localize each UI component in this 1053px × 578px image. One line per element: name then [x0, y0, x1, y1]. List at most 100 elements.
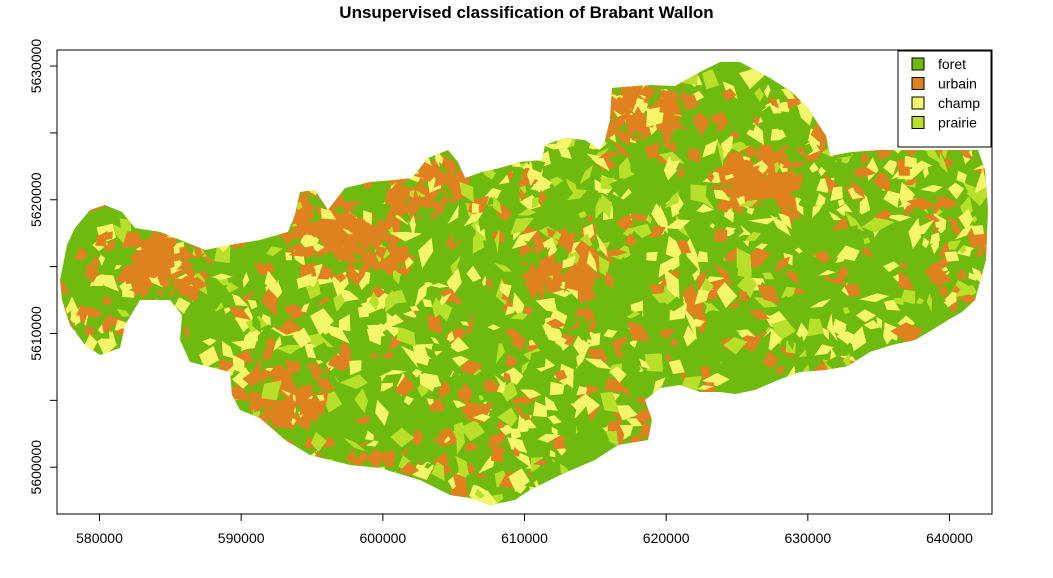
land-parcel — [972, 160, 988, 171]
land-parcel — [99, 76, 122, 91]
land-parcel — [959, 336, 969, 350]
land-parcel — [854, 368, 870, 387]
x-tick-label: 640000 — [926, 530, 973, 546]
land-parcel — [704, 424, 719, 438]
land-parcel — [609, 177, 630, 199]
land-parcel — [922, 478, 942, 502]
land-parcel — [552, 289, 572, 298]
land-parcel — [874, 376, 885, 382]
land-parcel — [124, 185, 136, 202]
land-parcel — [475, 379, 485, 392]
land-parcel — [927, 370, 960, 382]
land-parcel — [857, 62, 875, 68]
land-parcel — [404, 449, 417, 456]
land-parcel — [102, 312, 112, 337]
land-parcel — [847, 62, 867, 72]
land-parcel — [305, 167, 320, 176]
land-parcel — [662, 105, 676, 114]
land-parcel — [384, 450, 396, 467]
land-parcel — [622, 355, 642, 379]
land-parcel — [325, 474, 340, 484]
land-parcel — [144, 468, 163, 487]
land-parcel — [642, 62, 655, 67]
land-parcel — [809, 298, 832, 308]
land-parcel — [985, 169, 988, 181]
land-parcel — [78, 306, 104, 318]
land-parcel — [412, 206, 438, 217]
land-parcel — [300, 173, 313, 182]
land-parcel — [199, 201, 211, 224]
land-parcel — [134, 291, 142, 307]
land-parcel — [211, 113, 228, 130]
land-parcel — [91, 66, 105, 76]
land-parcel — [60, 207, 68, 222]
land-parcel — [650, 149, 670, 165]
land-parcel — [828, 422, 844, 443]
land-parcel — [746, 207, 755, 215]
land-parcel — [770, 476, 785, 489]
land-parcel — [328, 443, 344, 460]
land-parcel — [74, 137, 82, 145]
land-parcel — [195, 134, 209, 149]
land-parcel — [344, 200, 364, 208]
land-parcel — [846, 130, 877, 148]
land-parcel — [345, 239, 353, 261]
land-parcel — [669, 505, 677, 514]
land-parcel — [743, 138, 752, 147]
land-parcel — [70, 474, 87, 497]
land-parcel — [823, 460, 855, 481]
land-parcel — [60, 484, 80, 498]
land-parcel — [455, 62, 476, 81]
land-parcel — [380, 116, 398, 127]
land-parcel — [306, 192, 328, 210]
land-parcel — [690, 318, 705, 327]
land-parcel — [832, 397, 846, 412]
land-parcel — [451, 62, 470, 69]
land-parcel — [849, 178, 866, 199]
land-parcel — [882, 430, 901, 446]
land-parcel — [165, 193, 179, 200]
land-parcel — [976, 442, 988, 453]
land-parcel — [977, 319, 988, 339]
land-parcel — [278, 107, 291, 118]
land-parcel — [970, 416, 981, 430]
land-parcel — [410, 268, 434, 279]
land-parcel — [873, 209, 892, 220]
land-parcel — [721, 133, 734, 160]
land-parcel — [929, 401, 937, 411]
land-parcel — [449, 336, 470, 353]
land-parcel — [679, 387, 695, 403]
land-parcel — [737, 480, 749, 495]
land-parcel — [886, 455, 913, 469]
land-parcel — [440, 119, 460, 141]
land-parcel — [135, 149, 164, 166]
land-parcel — [535, 297, 558, 313]
land-parcel — [339, 156, 350, 170]
land-parcel — [586, 79, 597, 98]
land-parcel — [392, 268, 401, 285]
land-parcel — [544, 396, 558, 411]
land-parcel — [356, 165, 371, 175]
land-parcel — [100, 303, 112, 311]
land-parcel — [309, 466, 331, 477]
land-parcel — [909, 492, 931, 505]
land-parcel — [367, 448, 388, 469]
land-parcel — [233, 62, 253, 79]
land-parcel — [202, 443, 211, 463]
land-parcel — [331, 204, 340, 230]
land-parcel — [731, 182, 744, 199]
land-parcel — [261, 340, 273, 365]
land-parcel — [963, 453, 988, 474]
land-parcel — [357, 305, 370, 318]
land-parcel — [108, 116, 129, 128]
land-parcel — [443, 251, 447, 258]
land-parcel — [920, 184, 943, 193]
land-parcel — [185, 114, 201, 127]
land-parcel — [846, 475, 866, 487]
land-parcel — [964, 313, 977, 320]
land-parcel — [663, 268, 680, 302]
land-parcel — [552, 230, 562, 241]
land-parcel — [402, 104, 419, 116]
land-parcel — [182, 78, 203, 111]
land-parcel — [668, 78, 674, 87]
